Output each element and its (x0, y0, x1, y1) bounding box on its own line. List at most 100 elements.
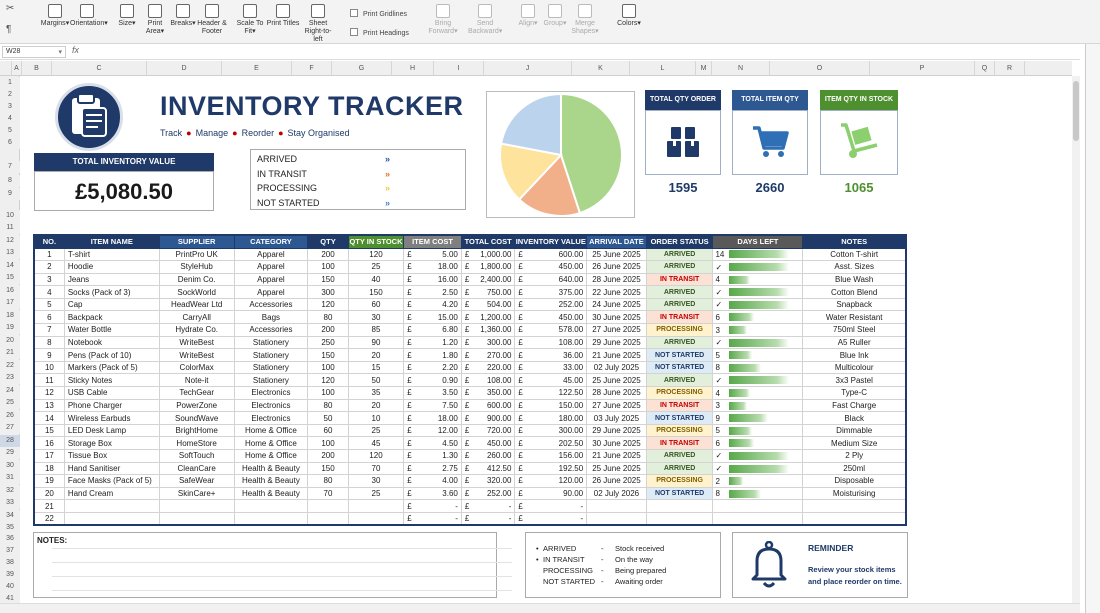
column-header[interactable]: L (630, 61, 696, 76)
table-row[interactable]: 16 Storage Box HomeStore Home & Office 100 45… (33, 436, 907, 450)
table-row[interactable]: 3 Jeans Denim Co. Apparel 150 40 £16.00 £2,400.… (33, 272, 907, 287)
column-header-item-cost[interactable]: ITEM COST (403, 234, 462, 249)
ribbon-button-6[interactable]: Scale To Fit▾ (233, 4, 267, 36)
row-header[interactable]: 13 (0, 247, 20, 259)
table-row[interactable]: 5 Cap HeadWear Ltd Accessories 120 60 £4.20 £50… (33, 297, 907, 312)
ribbon-button-4[interactable]: Breaks▾ (166, 4, 200, 28)
column-header-supplier[interactable]: SUPPLIER (158, 234, 235, 249)
column-header[interactable]: R (995, 61, 1025, 76)
row-header[interactable]: 40 (0, 581, 20, 593)
row-header[interactable]: 7 (0, 161, 20, 173)
row-header[interactable]: 6 (0, 137, 20, 149)
table-row[interactable]: 8 Notebook WriteBest Stationery 250 90 £1.20 £3… (33, 335, 907, 350)
row-header[interactable]: 26 (0, 410, 20, 422)
column-header[interactable]: Q (975, 61, 995, 76)
row-header[interactable]: 22 (0, 360, 20, 372)
row-header[interactable]: 36 (0, 533, 20, 545)
column-header[interactable]: O (770, 61, 870, 76)
column-header-no-[interactable]: NO. (33, 234, 65, 249)
row-header[interactable]: 21 (0, 347, 20, 359)
column-header-notes[interactable]: NOTES (802, 234, 907, 249)
print-headings-checkbox[interactable]: Print Headings (350, 28, 409, 37)
row-header[interactable]: 18 (0, 310, 20, 322)
column-header[interactable]: D (147, 61, 222, 76)
row-header[interactable]: 4 (0, 113, 20, 125)
column-header-category[interactable]: CATEGORY (233, 234, 309, 249)
column-header-item-name[interactable]: ITEM NAME (63, 234, 160, 249)
column-header-inventory-value[interactable]: INVENTORY VALUE (514, 234, 588, 249)
column-header[interactable]: C (52, 61, 147, 76)
pie-slice-not-started[interactable] (499, 92, 562, 157)
row-header[interactable]: 34 (0, 510, 20, 522)
row-header[interactable]: 38 (0, 557, 20, 569)
row-header[interactable]: 9 (0, 188, 20, 200)
table-row[interactable]: 15 LED Desk Lamp BrightHome Home & Office 60… (33, 423, 907, 438)
table-row[interactable]: 18 Hand Sanitiser CleanCare Health & Beauty… (33, 461, 907, 476)
column-header[interactable]: F (292, 61, 332, 76)
row-header[interactable]: 20 (0, 335, 20, 347)
table-row[interactable]: 1 T-shirt PrintPro UK Apparel 200 120 £5.00 £1,… (33, 247, 907, 262)
fx-icon[interactable]: fx (72, 45, 80, 55)
table-row[interactable]: 19 Face Masks (Pack of 5) SafeWear Health &… (33, 474, 907, 488)
column-header[interactable]: M (696, 61, 712, 76)
column-header[interactable]: H (392, 61, 434, 76)
column-header-qty-in-stock[interactable]: QTY IN STOCK (347, 234, 405, 249)
column-header[interactable]: B (22, 61, 52, 76)
table-row[interactable]: 2 Hoodie StyleHub Apparel 100 25 £18.00 £1,800.… (33, 260, 907, 274)
table-row[interactable]: 4 Socks (Pack of 3) SockWorld Apparel 300 150… (33, 285, 907, 299)
row-header[interactable]: 5 (0, 125, 20, 137)
row-header[interactable]: 17 (0, 297, 20, 309)
row-header[interactable]: 33 (0, 497, 20, 509)
ribbon-button-7[interactable]: Print Titles (266, 4, 300, 28)
row-header[interactable]: 16 (0, 285, 20, 297)
column-header[interactable]: A (12, 61, 22, 76)
row-header[interactable]: 39 (0, 569, 20, 581)
ribbon-button-14[interactable]: Colors▾ (612, 4, 646, 28)
row-header[interactable]: 29 (0, 447, 20, 459)
row-header[interactable]: 35 (0, 522, 20, 534)
notes-box[interactable]: NOTES: (33, 532, 512, 598)
column-header-arrival-date[interactable]: ARRIVAL DATE (586, 234, 647, 249)
table-row[interactable]: 9 Pens (Pack of 10) WriteBest Stationery 150… (33, 348, 907, 362)
table-row[interactable]: 11 Sticky Notes Note-it Stationery 120 50 £0.9… (33, 373, 907, 388)
row-header[interactable]: 15 (0, 272, 20, 284)
row-header[interactable]: 25 (0, 397, 20, 409)
print-gridlines-checkbox[interactable]: Print Gridlines (350, 9, 407, 18)
vertical-scrollbar[interactable] (1072, 76, 1080, 606)
row-header[interactable]: 30 (0, 460, 20, 472)
table-row[interactable]: 6 Backpack CarryAll Bags 80 30 £15.00 £1,200.00… (33, 310, 907, 325)
scroll-thumb[interactable] (1073, 81, 1079, 141)
pie-slice-processing[interactable] (499, 142, 563, 201)
table-row[interactable]: 12 USB Cable TechGear Electronics 100 35 £3.50… (33, 386, 907, 400)
row-header[interactable]: 12 (0, 235, 20, 247)
scissors-icon[interactable]: ✂ (6, 3, 15, 14)
column-header-total-cost[interactable]: TOTAL COST (460, 234, 516, 249)
row-header[interactable]: 28 (0, 435, 20, 447)
row-header[interactable]: 3 (0, 101, 20, 113)
row-header[interactable]: 23 (0, 372, 20, 384)
row-header[interactable]: 41 (0, 593, 20, 605)
status-pie-chart[interactable] (486, 91, 635, 218)
row-header[interactable]: 1 (0, 77, 20, 89)
column-header[interactable]: E (222, 61, 292, 76)
pie-slice-in-transit[interactable] (517, 153, 582, 217)
column-header[interactable]: G (332, 61, 392, 76)
pie-slice-arrived[interactable] (560, 92, 623, 215)
table-row[interactable]: 14 Wireless Earbuds SoundWave Electronics 50… (33, 411, 907, 425)
ribbon-button-0[interactable]: Margins▾ (38, 4, 72, 28)
ribbon-button-9[interactable]: Bring Forward▾ (426, 4, 460, 36)
side-panel[interactable] (1085, 44, 1100, 613)
row-header[interactable]: 10 (0, 210, 20, 222)
table-row[interactable]: 21 £ - £ - £ - (33, 499, 907, 513)
ribbon-button-3[interactable]: Print Area▾ (138, 4, 172, 36)
column-header[interactable]: K (572, 61, 630, 76)
ribbon-button-1[interactable]: Orientation▾ (70, 4, 108, 28)
ribbon-button-13[interactable]: Merge Shapes▾ (568, 4, 602, 36)
row-header[interactable]: 8 (0, 175, 20, 187)
column-header[interactable] (0, 61, 12, 76)
column-header[interactable]: N (712, 61, 770, 76)
column-header-order-status[interactable]: ORDER STATUS (645, 234, 714, 249)
row-header[interactable]: 11 (0, 222, 20, 234)
table-row[interactable]: 10 Markers (Pack of 5) ColorMax Stationery 1… (33, 360, 907, 375)
row-header[interactable]: 14 (0, 260, 20, 272)
